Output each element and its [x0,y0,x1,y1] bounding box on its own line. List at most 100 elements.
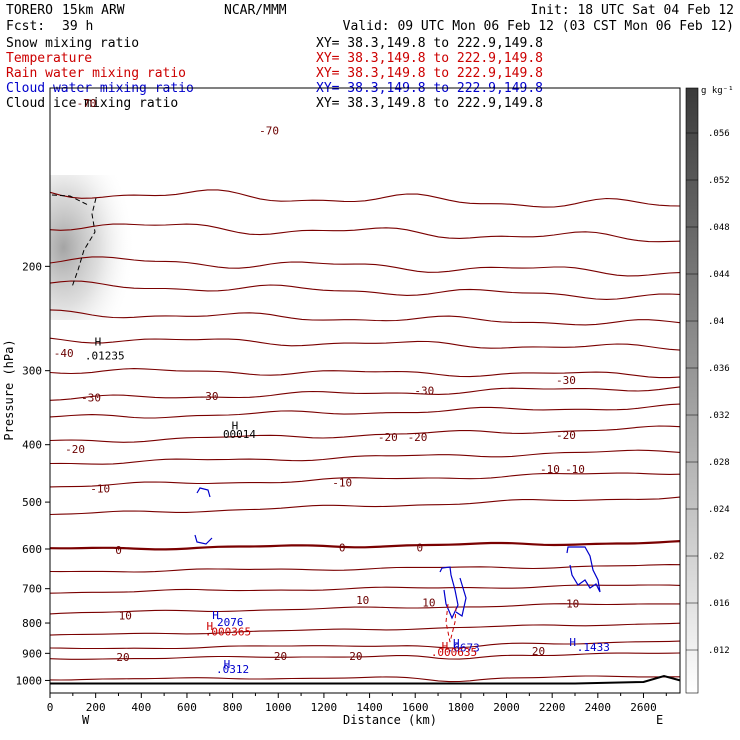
y-tick-label: 500 [22,496,42,509]
y-tick-label: 900 [22,647,42,660]
contour-label: -30 [199,390,219,403]
colorbar-label: .052 [708,176,730,186]
isotherm-line [49,603,680,615]
contour-label: -70 [259,125,279,138]
colorbar-strip [685,87,699,694]
cloud-water-contour [455,577,467,617]
x-axis-east: E [656,713,663,727]
contour-label: -70 [77,97,97,110]
x-tick-label: 2400 [585,701,612,714]
model-resolution: 15km ARW [62,3,125,18]
x-tick-label: 1000 [265,701,292,714]
y-tick-label: 200 [22,260,42,273]
colorbar-label: .028 [708,458,730,468]
colorbar-units: g kg⁻¹ [701,86,734,96]
contour-label: -10 [540,463,560,476]
extremum-label: .000635 [431,646,477,659]
contour-label: 10 [566,597,579,610]
y-axis-label: Pressure (hPa) [2,339,16,440]
extremum-label: H [206,620,213,633]
x-tick-label: 1200 [311,701,338,714]
x-tick-label: 2600 [630,701,657,714]
y-tick-label: 600 [22,543,42,556]
x-tick-label: 2000 [493,701,520,714]
x-axis-label: Distance (km) [343,713,437,727]
extremum-label: .1433 [577,641,610,654]
cloud-water-contour [439,566,459,620]
cloud-water-contour [194,534,213,545]
colorbar-label: .056 [708,129,730,139]
legend-xy: XY= 38.3,149.8 to 222.9,149.8 [316,96,543,111]
contour-label: -10 [332,476,352,489]
x-tick-label: 200 [86,701,106,714]
plot-area: -70-70-40-30 -30 -30-30-20-20 -20 -20-10 -10-… [49,87,681,694]
cloud-water-contour [196,487,211,498]
contour-label: -20 [556,429,576,442]
extremum-label: .0312 [216,663,249,676]
isotherm-line [49,652,681,660]
colorbar-label: .048 [708,223,730,233]
legend-xy: XY= 38.3,149.8 to 222.9,149.8 [316,66,543,81]
legend-label: Snow mixing ratio [6,36,139,51]
contour-label: 20 [532,645,545,658]
contour-label: -30 [81,392,101,405]
extremum-label: 00014 [223,428,256,441]
contour-label: -40 [54,347,74,360]
contour-label: 0 [416,541,423,554]
legend-label: Rain water mixing ratio [6,66,186,81]
isotherm-line [49,309,681,326]
contour-label: -30 [556,374,576,387]
contour-label: 10 [422,597,435,610]
colorbar-label: .02 [708,552,724,562]
isotherm-line [49,472,681,488]
contour-label: 10 [119,610,132,623]
isotherm-line [49,564,681,573]
colorbar: g kg⁻¹ .012 .016 .02 .024 .028 .032 .036 .04 .04… [685,86,734,694]
x-tick-label: 400 [131,701,151,714]
contour-label: 20 [116,651,129,664]
isotherm-line [49,449,681,465]
contour-label: -20 [378,431,398,444]
x-tick-label: 1400 [356,701,383,714]
extremum-label: H [569,636,576,649]
colorbar-label: .012 [708,646,730,656]
cloud-ice-contour [51,194,89,206]
x-tick-label: 600 [177,701,197,714]
cloud-water-contour [566,546,601,593]
isotherm-line [49,256,681,277]
contour-label: 0 [339,541,346,554]
contour-label: 10 [356,594,369,607]
contour-label: -20 [65,443,85,456]
extremum-label: H [212,609,219,622]
colorbar-label: .024 [708,505,730,515]
contour-label: -10 [565,463,585,476]
hydrometeor-contours [51,194,601,643]
isotherm-line [49,675,680,683]
model-name: TORERO [6,3,53,18]
y-tick-label: 400 [22,439,42,452]
forecast-hours: 39 h [62,19,93,34]
contour-labels: -70-70-40-30 -30 -30-30-20-20 -20 -20-10 -10-… [54,97,585,664]
y-tick-label: 700 [22,583,42,596]
valid-time: Valid: 09 UTC Mon 06 Feb 12 (03 CST Mon … [343,19,734,34]
contour-label: 20 [349,650,362,663]
axes: 0 200 400 600 800 1000 1200 1400 1600 1800 2000 220… [16,260,667,714]
forecast-label: Fcst: [6,19,45,34]
extremum-label: .6673 [447,642,480,655]
contour-label: 0 [115,544,122,557]
extremum-label: H [95,336,102,349]
x-tick-label: 1600 [402,701,429,714]
terrain-line [50,674,681,685]
legend-label: Cloud ice mixing ratio [6,96,178,111]
colorbar-label: .016 [708,599,730,609]
isotherm-line [49,496,681,516]
y-tick-label: 800 [22,617,42,630]
colorbar-label: .036 [708,364,730,374]
isotherm-line [49,540,681,551]
extremum-label: H [442,640,449,653]
extremum-labels: H.01235H00014H2076H.000365HH.6673.000635… [85,336,610,676]
contour-label: -20 [408,431,428,444]
contour-label: -30 [414,385,434,398]
contour-label: -10 [90,482,110,495]
